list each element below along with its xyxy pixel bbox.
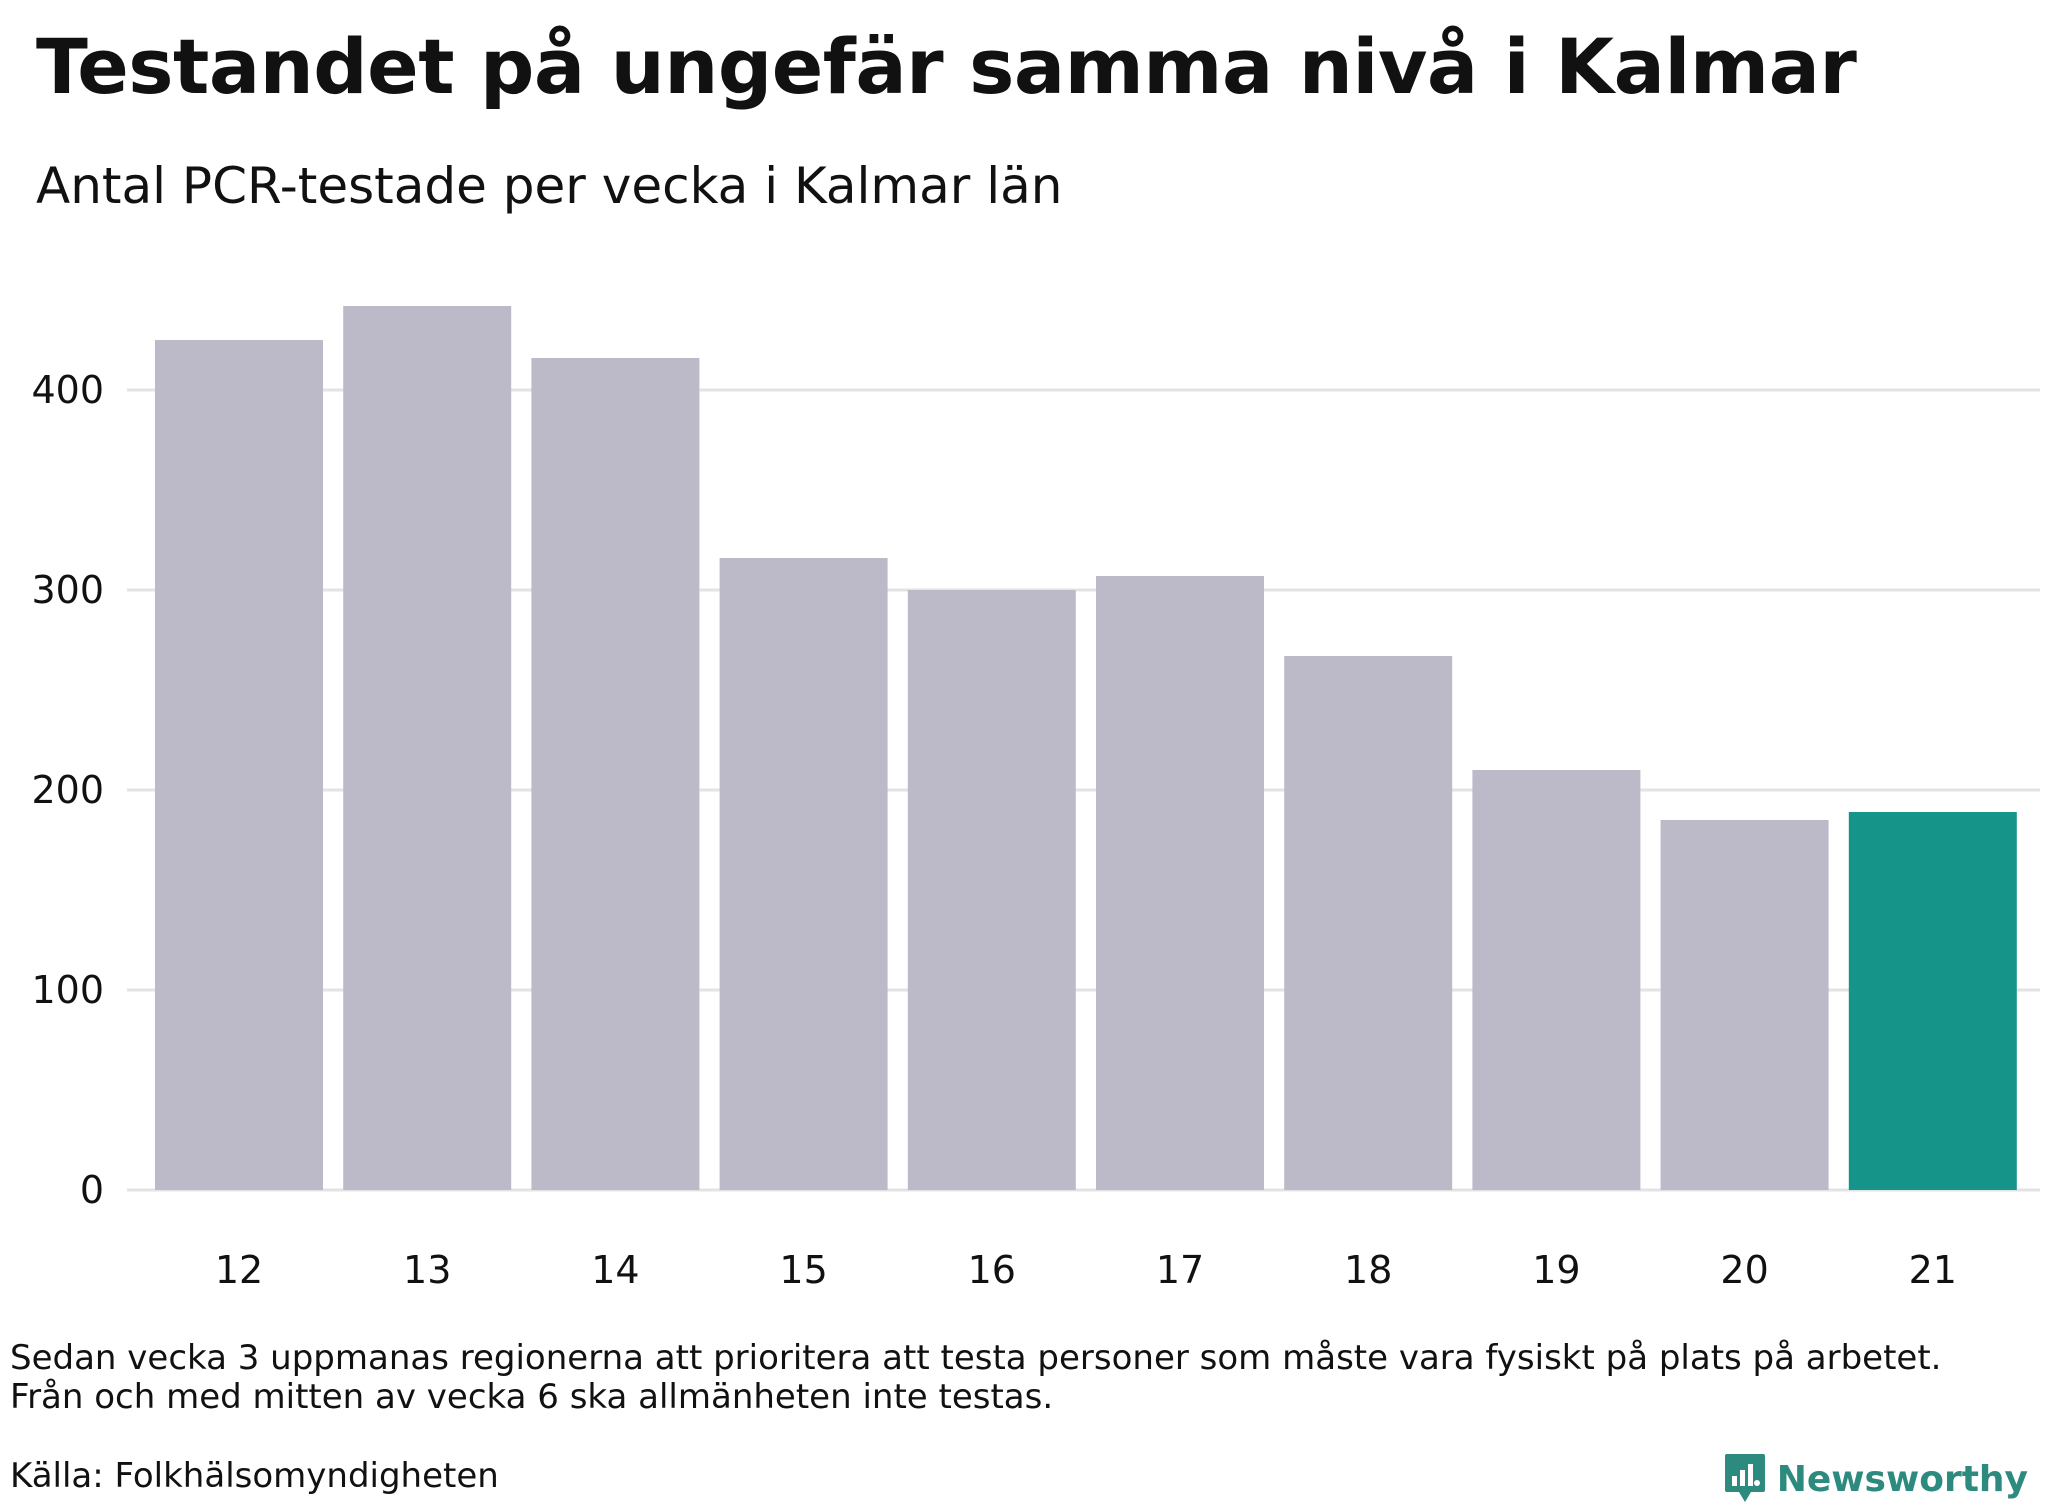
- bar-week-13: [343, 306, 512, 1190]
- footnote-line-1: Sedan vecka 3 uppmanas regionerna att pr…: [10, 1338, 1942, 1378]
- x-tick-label-15: 15: [779, 1248, 827, 1292]
- bar-week-17: [1096, 576, 1264, 1190]
- x-tick-label-19: 19: [1532, 1248, 1580, 1292]
- bars: [155, 306, 2017, 1190]
- bar-week-12: [155, 340, 323, 1190]
- x-tick-label-20: 20: [1720, 1248, 1768, 1292]
- footnote: Sedan vecka 3 uppmanas regionerna att pr…: [10, 1339, 1941, 1417]
- footnote-line-2: Från och med mitten av vecka 6 ska allmä…: [10, 1377, 1054, 1417]
- y-tick-label-100: 100: [31, 968, 104, 1012]
- y-axis-ticks: 0 100 200 300 400: [31, 368, 104, 1212]
- y-tick-label-300: 300: [31, 568, 104, 612]
- bar-week-14: [531, 358, 700, 1190]
- x-tick-label-12: 12: [215, 1248, 263, 1292]
- y-tick-label-400: 400: [31, 368, 104, 412]
- x-tick-label-18: 18: [1344, 1248, 1392, 1292]
- x-axis-ticks: 12 13 14 15 16 17 18 19 20 21: [215, 1248, 1957, 1292]
- bar-week-16: [907, 590, 1076, 1190]
- bar-week-21: [1848, 812, 2017, 1190]
- bar-week-20: [1660, 820, 1829, 1190]
- x-tick-label-16: 16: [968, 1248, 1016, 1292]
- newsworthy-logo: Newsworthy: [1723, 1452, 2028, 1506]
- brand-name: Newsworthy: [1776, 1458, 2028, 1500]
- chart-title: Testandet på ungefär samma nivå i Kalmar: [36, 22, 1857, 111]
- bar-chart: 0 100 200 300 400 12 13 14 15 16 17 18 19 20 21: [31, 306, 2040, 1292]
- bar-week-19: [1472, 770, 1641, 1190]
- newsworthy-icon: [1724, 1454, 1765, 1502]
- y-tick-label-0: 0: [80, 1168, 104, 1212]
- y-tick-label-200: 200: [31, 768, 104, 812]
- source-label: Källa: Folkhälsomyndigheten: [10, 1456, 499, 1496]
- bar-week-18: [1284, 656, 1453, 1190]
- chart-subtitle: Antal PCR-testade per vecka i Kalmar län: [36, 157, 1063, 215]
- x-tick-label-21: 21: [1909, 1248, 1957, 1292]
- x-tick-label-14: 14: [591, 1248, 639, 1292]
- x-tick-label-17: 17: [1156, 1248, 1204, 1292]
- x-tick-label-13: 13: [403, 1248, 451, 1292]
- bar-week-15: [719, 558, 888, 1190]
